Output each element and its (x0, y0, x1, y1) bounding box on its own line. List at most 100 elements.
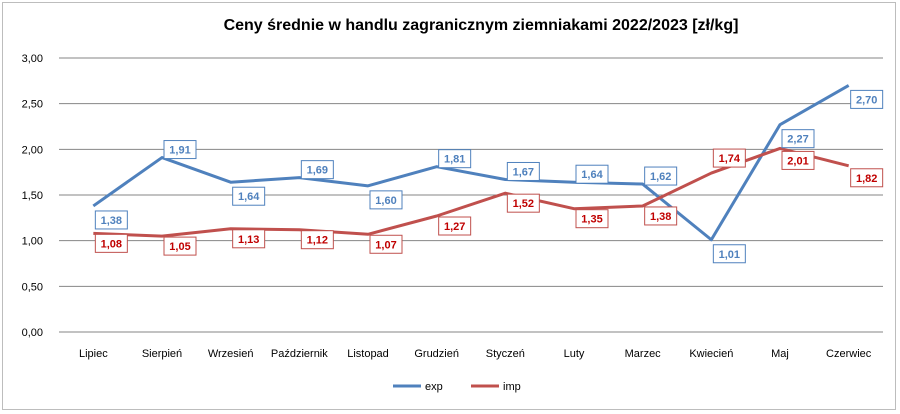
data-label-text: 1,91 (169, 145, 190, 157)
data-label-box (300, 230, 334, 250)
y-axis: 0,00 0,50 1,00 1,50 2,00 2,50 3,00 (22, 53, 43, 339)
data-label-box (575, 209, 609, 229)
data-label-imp: 1,12 (300, 230, 334, 250)
data-label-imp: 2,01 (781, 150, 815, 170)
data-label-box (438, 149, 472, 169)
data-label-text: 1,69 (307, 165, 328, 177)
data-label-box (712, 244, 746, 264)
data-label-text: 1,13 (238, 234, 259, 246)
x-tick-label: Grudzień (414, 348, 459, 360)
x-tick-label: Kwiecień (689, 348, 733, 360)
data-label-imp: 1,35 (575, 209, 609, 229)
chart-svg: Ceny średnie w handlu zagranicznym ziemn… (22, 17, 884, 393)
y-tick-label: 0,00 (22, 327, 43, 339)
data-label-box (163, 140, 197, 160)
data-label-text: 1,05 (169, 241, 190, 253)
data-label-imp: 1,52 (506, 193, 540, 213)
data-label-imp: 1,07 (369, 234, 403, 254)
data-label-imp: 1,08 (94, 233, 128, 253)
series-lines (92, 84, 850, 242)
x-tick-label: Luty (564, 348, 585, 360)
data-label-box (506, 161, 540, 181)
legend-label-exp: exp (425, 381, 443, 393)
y-tick-label: 1,50 (22, 190, 43, 202)
data-label-imp: 1,82 (850, 168, 884, 188)
data-label-text: 1,08 (101, 238, 122, 250)
data-label-box (232, 229, 266, 249)
data-label-box (575, 164, 609, 184)
data-label-exp: 1,81 (438, 149, 472, 169)
data-label-text: 1,82 (856, 173, 877, 185)
data-label-exp: 1,69 (300, 160, 334, 180)
data-label-text: 1,27 (444, 221, 465, 233)
data-label-text: 1,62 (650, 171, 671, 183)
data-label-box (712, 148, 746, 168)
data-label-text: 2,27 (787, 134, 808, 146)
x-tick-label: Maj (771, 348, 789, 360)
legend-label-imp: imp (503, 381, 521, 393)
y-tick-label: 3,00 (22, 53, 43, 65)
x-axis: Lipiec Sierpień Wrzesień Październik Listopa… (79, 348, 872, 360)
data-label-exp: 1,64 (575, 164, 609, 184)
data-label-text: 1,52 (513, 198, 534, 210)
x-tick-label: Wrzesień (208, 348, 254, 360)
data-label-imp: 1,27 (438, 216, 472, 236)
data-label-imp: 1,13 (232, 229, 266, 249)
y-tick-label: 1,00 (22, 236, 43, 248)
data-label-imp: 1,38 (644, 206, 678, 226)
x-tick-label: Styczeń (486, 348, 525, 360)
data-label-box (850, 89, 884, 109)
legend: exp imp (393, 381, 521, 393)
data-label-box (438, 216, 472, 236)
data-label-text: 1,38 (650, 211, 671, 223)
y-tick-label: 2,50 (22, 99, 43, 111)
data-label-exp: 1,01 (712, 244, 746, 264)
data-label-imp: 1,05 (163, 236, 197, 256)
data-label-exp: 2,70 (850, 89, 884, 109)
series-line-imp (93, 146, 850, 238)
data-label-text: 1,81 (444, 154, 465, 166)
data-label-text: 1,07 (375, 239, 396, 251)
data-label-text: 1,64 (238, 191, 260, 203)
data-label-text: 2,01 (787, 155, 808, 167)
chart-title: Ceny średnie w handlu zagranicznym ziemn… (224, 17, 739, 34)
data-label-exp: 1,38 (94, 210, 128, 230)
data-label-exp: 1,62 (644, 166, 678, 186)
data-label-exp: 1,64 (232, 186, 266, 206)
data-label-exp: 2,27 (781, 129, 815, 149)
data-label-box (94, 210, 128, 230)
data-label-text: 1,60 (375, 195, 396, 207)
grid (59, 57, 883, 333)
data-label-imp: 1,74 (712, 148, 746, 168)
x-tick-label: Marzec (625, 348, 662, 360)
data-label-box (232, 186, 266, 206)
data-label-text: 1,12 (307, 235, 328, 247)
series-line-exp (92, 84, 850, 242)
data-label-box (506, 193, 540, 213)
data-label-text: 1,74 (719, 153, 741, 165)
data-label-text: 2,70 (856, 94, 877, 106)
data-labels: 1,38 1,91 1,64 1,69 1,60 1,81 1,67 1,64 1,62 1,01… (94, 89, 884, 264)
data-label-text: 1,01 (719, 249, 740, 261)
chart-frame: Ceny średnie w handlu zagranicznym ziemn… (2, 2, 896, 410)
y-tick-label: 0,50 (22, 281, 43, 293)
y-tick-label: 2,00 (22, 144, 43, 156)
data-label-box (850, 168, 884, 188)
data-label-box (781, 129, 815, 149)
data-label-box (781, 150, 815, 170)
data-label-box (94, 233, 128, 253)
x-tick-label: Październik (271, 348, 328, 360)
data-label-box (163, 236, 197, 256)
x-tick-label: Sierpień (142, 348, 182, 360)
data-label-exp: 1,67 (506, 161, 540, 181)
data-label-text: 1,67 (513, 166, 534, 178)
x-tick-label: Listopad (347, 348, 389, 360)
data-label-exp: 1,91 (163, 140, 197, 160)
data-label-text: 1,64 (581, 169, 603, 181)
data-label-box (369, 234, 403, 254)
data-label-text: 1,38 (101, 215, 122, 227)
x-tick-label: Czerwiec (826, 348, 872, 360)
data-label-box (644, 166, 678, 186)
data-label-exp: 1,60 (369, 190, 403, 210)
data-label-box (300, 160, 334, 180)
